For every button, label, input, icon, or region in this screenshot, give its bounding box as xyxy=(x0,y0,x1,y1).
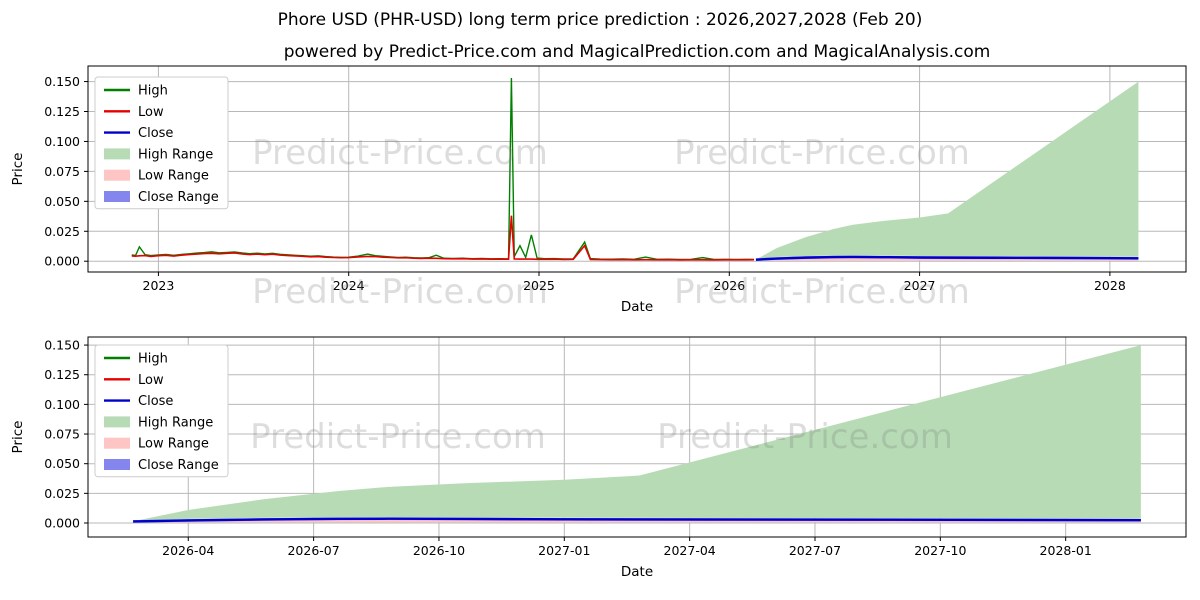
x-tick-label: 2027 xyxy=(904,278,936,293)
low-range-band xyxy=(133,519,1141,523)
legend-item-label: High Range xyxy=(138,415,213,430)
legend-item-label: Low Range xyxy=(138,437,209,452)
y-tick-label: 0.150 xyxy=(44,338,80,353)
low-range-band xyxy=(755,257,1139,261)
x-tick-label: 2026-10 xyxy=(413,543,465,558)
y-tick-label: 0.100 xyxy=(44,397,80,412)
y-tick-label: 0.025 xyxy=(44,486,80,501)
y-tick-label: 0.050 xyxy=(44,456,80,471)
legend-swatch-high-range xyxy=(104,416,130,428)
high-range-band xyxy=(133,345,1141,522)
legend-item-label: High Range xyxy=(138,147,213,162)
page-title: Phore USD (PHR-USD) long term price pred… xyxy=(277,10,923,30)
x-tick-label: 2027-04 xyxy=(664,543,716,558)
axes-frame xyxy=(87,65,1187,273)
x-tick-label: 2024 xyxy=(333,278,365,293)
y-tick-label: 0.000 xyxy=(44,254,80,269)
legend-item-label: High xyxy=(138,352,168,367)
legend-item-label: Close Range xyxy=(138,458,219,473)
x-axis-label: Date xyxy=(621,299,653,315)
x-tick-label: 2025 xyxy=(523,278,555,293)
legend-swatch-low-range xyxy=(104,169,130,181)
legend-item-label: Close Range xyxy=(138,190,219,205)
x-tick-label: 2027-10 xyxy=(914,543,966,558)
legend-swatch-low-range xyxy=(104,437,130,449)
y-tick-label: 0.150 xyxy=(44,74,80,89)
y-tick-label: 0.075 xyxy=(44,164,80,179)
x-tick-label: 2027-07 xyxy=(789,543,841,558)
x-tick-label: 2027-01 xyxy=(538,543,590,558)
legend-item-label: Low xyxy=(138,373,164,388)
x-axis-label: Date xyxy=(621,564,653,580)
prediction-close-line xyxy=(133,517,1141,523)
x-tick-label: 2028 xyxy=(1094,278,1126,293)
y-tick-label: 0.125 xyxy=(44,367,80,382)
x-tick-label: 2026-07 xyxy=(287,543,339,558)
y-tick-label: 0.075 xyxy=(44,427,80,442)
y-axis-label: Price xyxy=(10,421,26,454)
history-low-line xyxy=(131,215,755,261)
legend-swatch-high-range xyxy=(104,148,130,160)
legend-item-label: Low xyxy=(138,105,164,120)
y-tick-label: 0.125 xyxy=(44,104,80,119)
axes-frame xyxy=(87,336,1187,538)
x-tick-label: 2026-04 xyxy=(162,543,214,558)
legend-item-label: Close xyxy=(138,394,173,409)
legend-swatch-close-range xyxy=(104,191,130,202)
legend-swatch-close-range xyxy=(104,459,130,470)
legend-item-label: High xyxy=(138,84,168,99)
y-tick-label: 0.000 xyxy=(44,516,80,531)
page-subtitle: powered by Predict-Price.com and Magical… xyxy=(283,42,991,62)
x-tick-label: 2023 xyxy=(143,278,175,293)
prediction-close-line xyxy=(755,255,1139,261)
high-range-band xyxy=(755,81,1139,260)
y-tick-label: 0.025 xyxy=(44,224,80,239)
y-axis-label: Price xyxy=(10,153,26,186)
y-tick-label: 0.100 xyxy=(44,134,80,149)
x-tick-label: 2026 xyxy=(713,278,745,293)
legend-item-label: Low Range xyxy=(138,169,209,184)
x-tick-label: 2028-01 xyxy=(1040,543,1092,558)
y-tick-label: 0.050 xyxy=(44,194,80,209)
legend-item-label: Close xyxy=(138,126,173,141)
